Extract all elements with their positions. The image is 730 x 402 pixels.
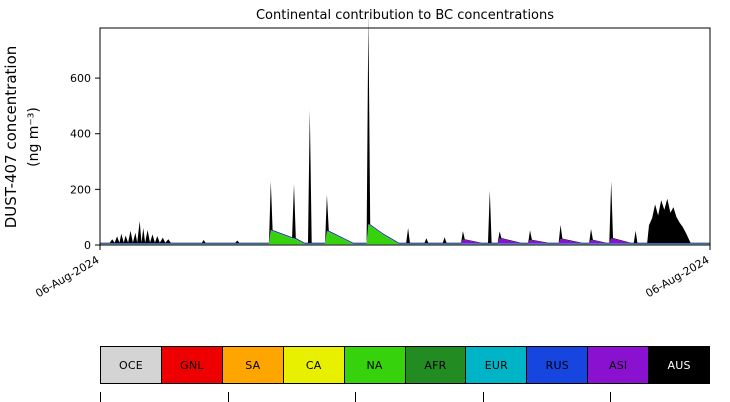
area-aus [100,13,710,244]
legend-item-eur: EUR [465,346,528,384]
legend-item-oce: OCE [100,346,162,384]
x-tick-label: 06-Aug-2024 [643,253,711,300]
legend-label: OCE [119,358,143,372]
plot-area [100,13,710,245]
legend-item-na: NA [343,346,406,384]
legend-item-gnl: GNL [160,346,223,384]
legend-label: GNL [180,358,204,372]
legend-label: EUR [484,358,509,372]
legend-label: CA [305,358,322,372]
y-tick-label: 0 [84,239,91,252]
y-axis-label-units: (ng m⁻³) [26,107,42,167]
legend-tick [482,392,484,402]
legend-item-sa: SA [221,346,284,384]
legend-label: ASI [609,358,628,372]
bc-concentration-chart: Continental contribution to BC concentra… [2,8,712,300]
y-tick-label: 600 [70,72,91,85]
area-asi [100,223,710,244]
legend-tick [610,392,611,402]
legend-item-rus: RUS [526,346,589,384]
y-tick-label: 200 [70,183,91,196]
legend-tick [355,392,356,402]
x-tick-label: 06-Aug-2024 [33,253,101,300]
axes: 0 200 400 600 06-Aug-2024 06-Aug-2024 [33,27,712,300]
legend-item-afr: AFR [404,346,467,384]
legend-label: NA [366,358,383,372]
plot-frame [99,27,711,246]
legend-label: AUS [667,358,691,372]
legend-tick [227,392,229,402]
legend-label: AFR [424,358,447,372]
legend-item-asi: ASI [587,346,650,384]
y-axis-label: DUST-407 concentration [2,46,20,229]
chart-title: Continental contribution to BC concentra… [256,8,554,23]
legend-tick [100,392,101,402]
legend-label: RUS [545,358,569,372]
legend-axis-ticks [0,392,730,402]
continent-legend: OCE GNL SA CA NA AFR EUR RUS ASI AUS [100,346,711,384]
legend-item-ca: CA [282,346,345,384]
legend-item-aus: AUS [648,346,711,384]
legend-label: SA [245,358,261,372]
y-tick-label: 400 [70,128,91,141]
